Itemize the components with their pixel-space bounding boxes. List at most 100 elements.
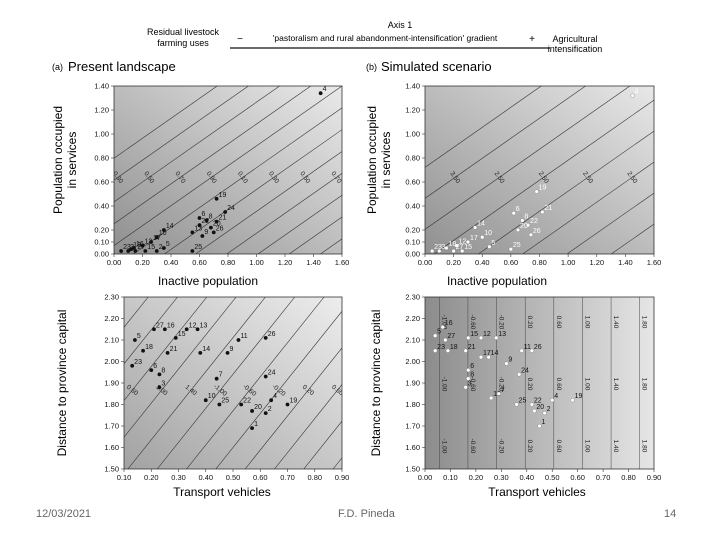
xtick-label-c-0: 0.10 <box>117 473 132 482</box>
ytick-label-d-5: 2.00 <box>405 357 420 366</box>
contour-label-d-13: 1.00 <box>583 378 590 391</box>
ytick-label-a-3: 0.40 <box>94 202 109 211</box>
ytick-label-c-5: 2.00 <box>104 357 119 366</box>
ytick-label-c-6: 2.10 <box>104 336 119 345</box>
data-point-a-20 <box>209 225 213 230</box>
data-point-label-d-1: 1 <box>542 419 546 426</box>
data-point-label-d-24: 24 <box>521 367 529 374</box>
ytick-label-a-7: 1.20 <box>94 106 109 115</box>
xtick-label-b-7: 1.40 <box>618 258 633 267</box>
data-point-label-a-6: 6 <box>202 211 206 218</box>
data-point-b-10 <box>480 235 485 240</box>
contour-label-d-7: 1.80 <box>641 316 648 329</box>
xtick-label-d-2: 0.20 <box>469 473 484 482</box>
data-point-label-d-6: 6 <box>470 363 474 370</box>
contour-line-b-6 <box>566 192 654 254</box>
data-point-c-26 <box>263 335 268 340</box>
data-point-label-c-23: 23 <box>134 359 142 366</box>
xtick-label-b-0: 0.00 <box>418 258 433 267</box>
left-label-line2: farming uses <box>157 38 209 48</box>
data-point-label-d-14: 14 <box>491 350 499 357</box>
data-point-b-22 <box>525 223 531 228</box>
ytick-label-a-8: 1.40 <box>94 82 109 91</box>
data-point-label-d-15: 15 <box>470 331 478 338</box>
ylabel-a-line2: in services <box>65 132 79 189</box>
data-point-c-19 <box>285 402 290 407</box>
data-point-label-a-17: 17 <box>153 235 161 242</box>
data-point-c-7 <box>214 376 219 381</box>
data-point-label-c-5: 5 <box>137 333 141 340</box>
data-point-label-a-21: 21 <box>219 215 227 222</box>
data-point-label-d-8: 8 <box>470 372 474 379</box>
contour-label-d-3: 0.20 <box>526 316 533 329</box>
data-point-label-c-4: 4 <box>273 393 277 400</box>
xtick-label-a-1: 0.20 <box>135 258 150 267</box>
data-point-b-23 <box>430 248 435 254</box>
data-point-c-27 <box>152 327 156 332</box>
data-point-d-18 <box>445 348 450 353</box>
data-point-d-13 <box>494 335 499 340</box>
data-point-d-20 <box>532 408 537 414</box>
ytick-label-c-4: 1.90 <box>104 379 119 388</box>
xtick-label-a-6: 1.20 <box>278 258 293 267</box>
data-point-d-27 <box>443 337 448 343</box>
xtick-label-a-8: 1.60 <box>335 258 350 267</box>
ytick-label-c-0: 1.50 <box>104 465 119 474</box>
ylabel-c: Distance to province capital <box>55 310 69 457</box>
contour-label-d-4: 0.60 <box>555 316 562 329</box>
contour-line-a-6 <box>164 129 342 254</box>
plot-simulated-transport: -1.00 -0.60 -0.20 0.20 0.60 1.00 1.40 1.80 -1.00… <box>405 293 661 483</box>
data-point-c-2 <box>263 411 268 415</box>
data-point-label-b-27: 27 <box>456 244 464 251</box>
xtick-label-c-2: 0.30 <box>171 473 186 482</box>
data-point-d-5 <box>433 333 438 338</box>
data-point-c-16 <box>162 327 167 332</box>
data-point-a-16 <box>132 246 136 250</box>
ytick-label-c-2: 1.70 <box>104 422 119 431</box>
data-point-a-4 <box>318 91 323 96</box>
data-point-d-8 <box>466 376 471 381</box>
data-point-label-a-5: 5 <box>166 241 170 248</box>
data-point-d-17 <box>478 355 484 360</box>
ytick-label-d-7: 2.20 <box>405 314 420 323</box>
axis-legend-header: Axis 1 Residual livestock farming uses −… <box>147 20 602 54</box>
data-point-label-a-19: 19 <box>219 192 227 199</box>
data-point-label-d-20: 20 <box>536 404 544 411</box>
xtick-label-a-3: 0.60 <box>192 258 207 267</box>
data-point-label-a-20: 20 <box>213 221 221 228</box>
xtick-label-d-1: 0.10 <box>443 473 458 482</box>
data-point-c-6 <box>149 368 154 372</box>
data-point-label-b-5: 5 <box>491 240 495 247</box>
footer-author: F.D. Pineda <box>338 508 395 520</box>
data-point-label-a-16: 16 <box>136 241 144 248</box>
contour-label-d-21: 1.00 <box>583 440 590 453</box>
figure: Axis 1 Residual livestock farming uses −… <box>36 20 661 499</box>
contour-label-a-1: 0.30 <box>111 170 124 185</box>
contour-line-c-6 <box>156 297 296 469</box>
data-point-b-18 <box>444 245 449 251</box>
data-point-d-26 <box>529 348 534 353</box>
contour-line-b-5 <box>522 161 654 254</box>
xtick-label-a-4: 0.80 <box>221 258 236 267</box>
contour-label-d-17: -0.60 <box>469 439 476 454</box>
xtick-label-c-3: 0.40 <box>198 473 213 482</box>
data-point-label-c-24: 24 <box>268 370 276 377</box>
contour-label-c-0: -0.60 <box>36 383 52 398</box>
data-point-label-b-22: 22 <box>530 218 538 225</box>
footer-date: 12/03/2021 <box>36 508 92 520</box>
xtick-label-d-9: 0.90 <box>647 473 662 482</box>
plot-present-landscape: 0.10 0.30 0.50 0.70 0.90 0.10 0.30 0.50 0.70 0.90… <box>94 82 350 268</box>
xtick-label-c-7: 0.80 <box>307 473 322 482</box>
data-point-label-c-19: 19 <box>290 398 298 405</box>
ytick-label-d-0: 1.50 <box>405 465 420 474</box>
xtick-label-c-4: 0.50 <box>226 473 241 482</box>
contour-label-d-2: -0.20 <box>498 315 505 330</box>
ytick-label-b-0: 0.00 <box>405 250 420 259</box>
contour-line-c-3 <box>124 297 208 402</box>
data-point-a-14 <box>161 228 166 232</box>
contour-line-c-11 <box>303 420 342 469</box>
xtick-label-b-5: 1.00 <box>561 258 576 267</box>
gradient-label: 'pastoralism and rural abandonment-inten… <box>273 33 498 43</box>
data-point-label-d-16: 16 <box>445 320 453 327</box>
data-point-label-b-25: 25 <box>513 242 521 249</box>
